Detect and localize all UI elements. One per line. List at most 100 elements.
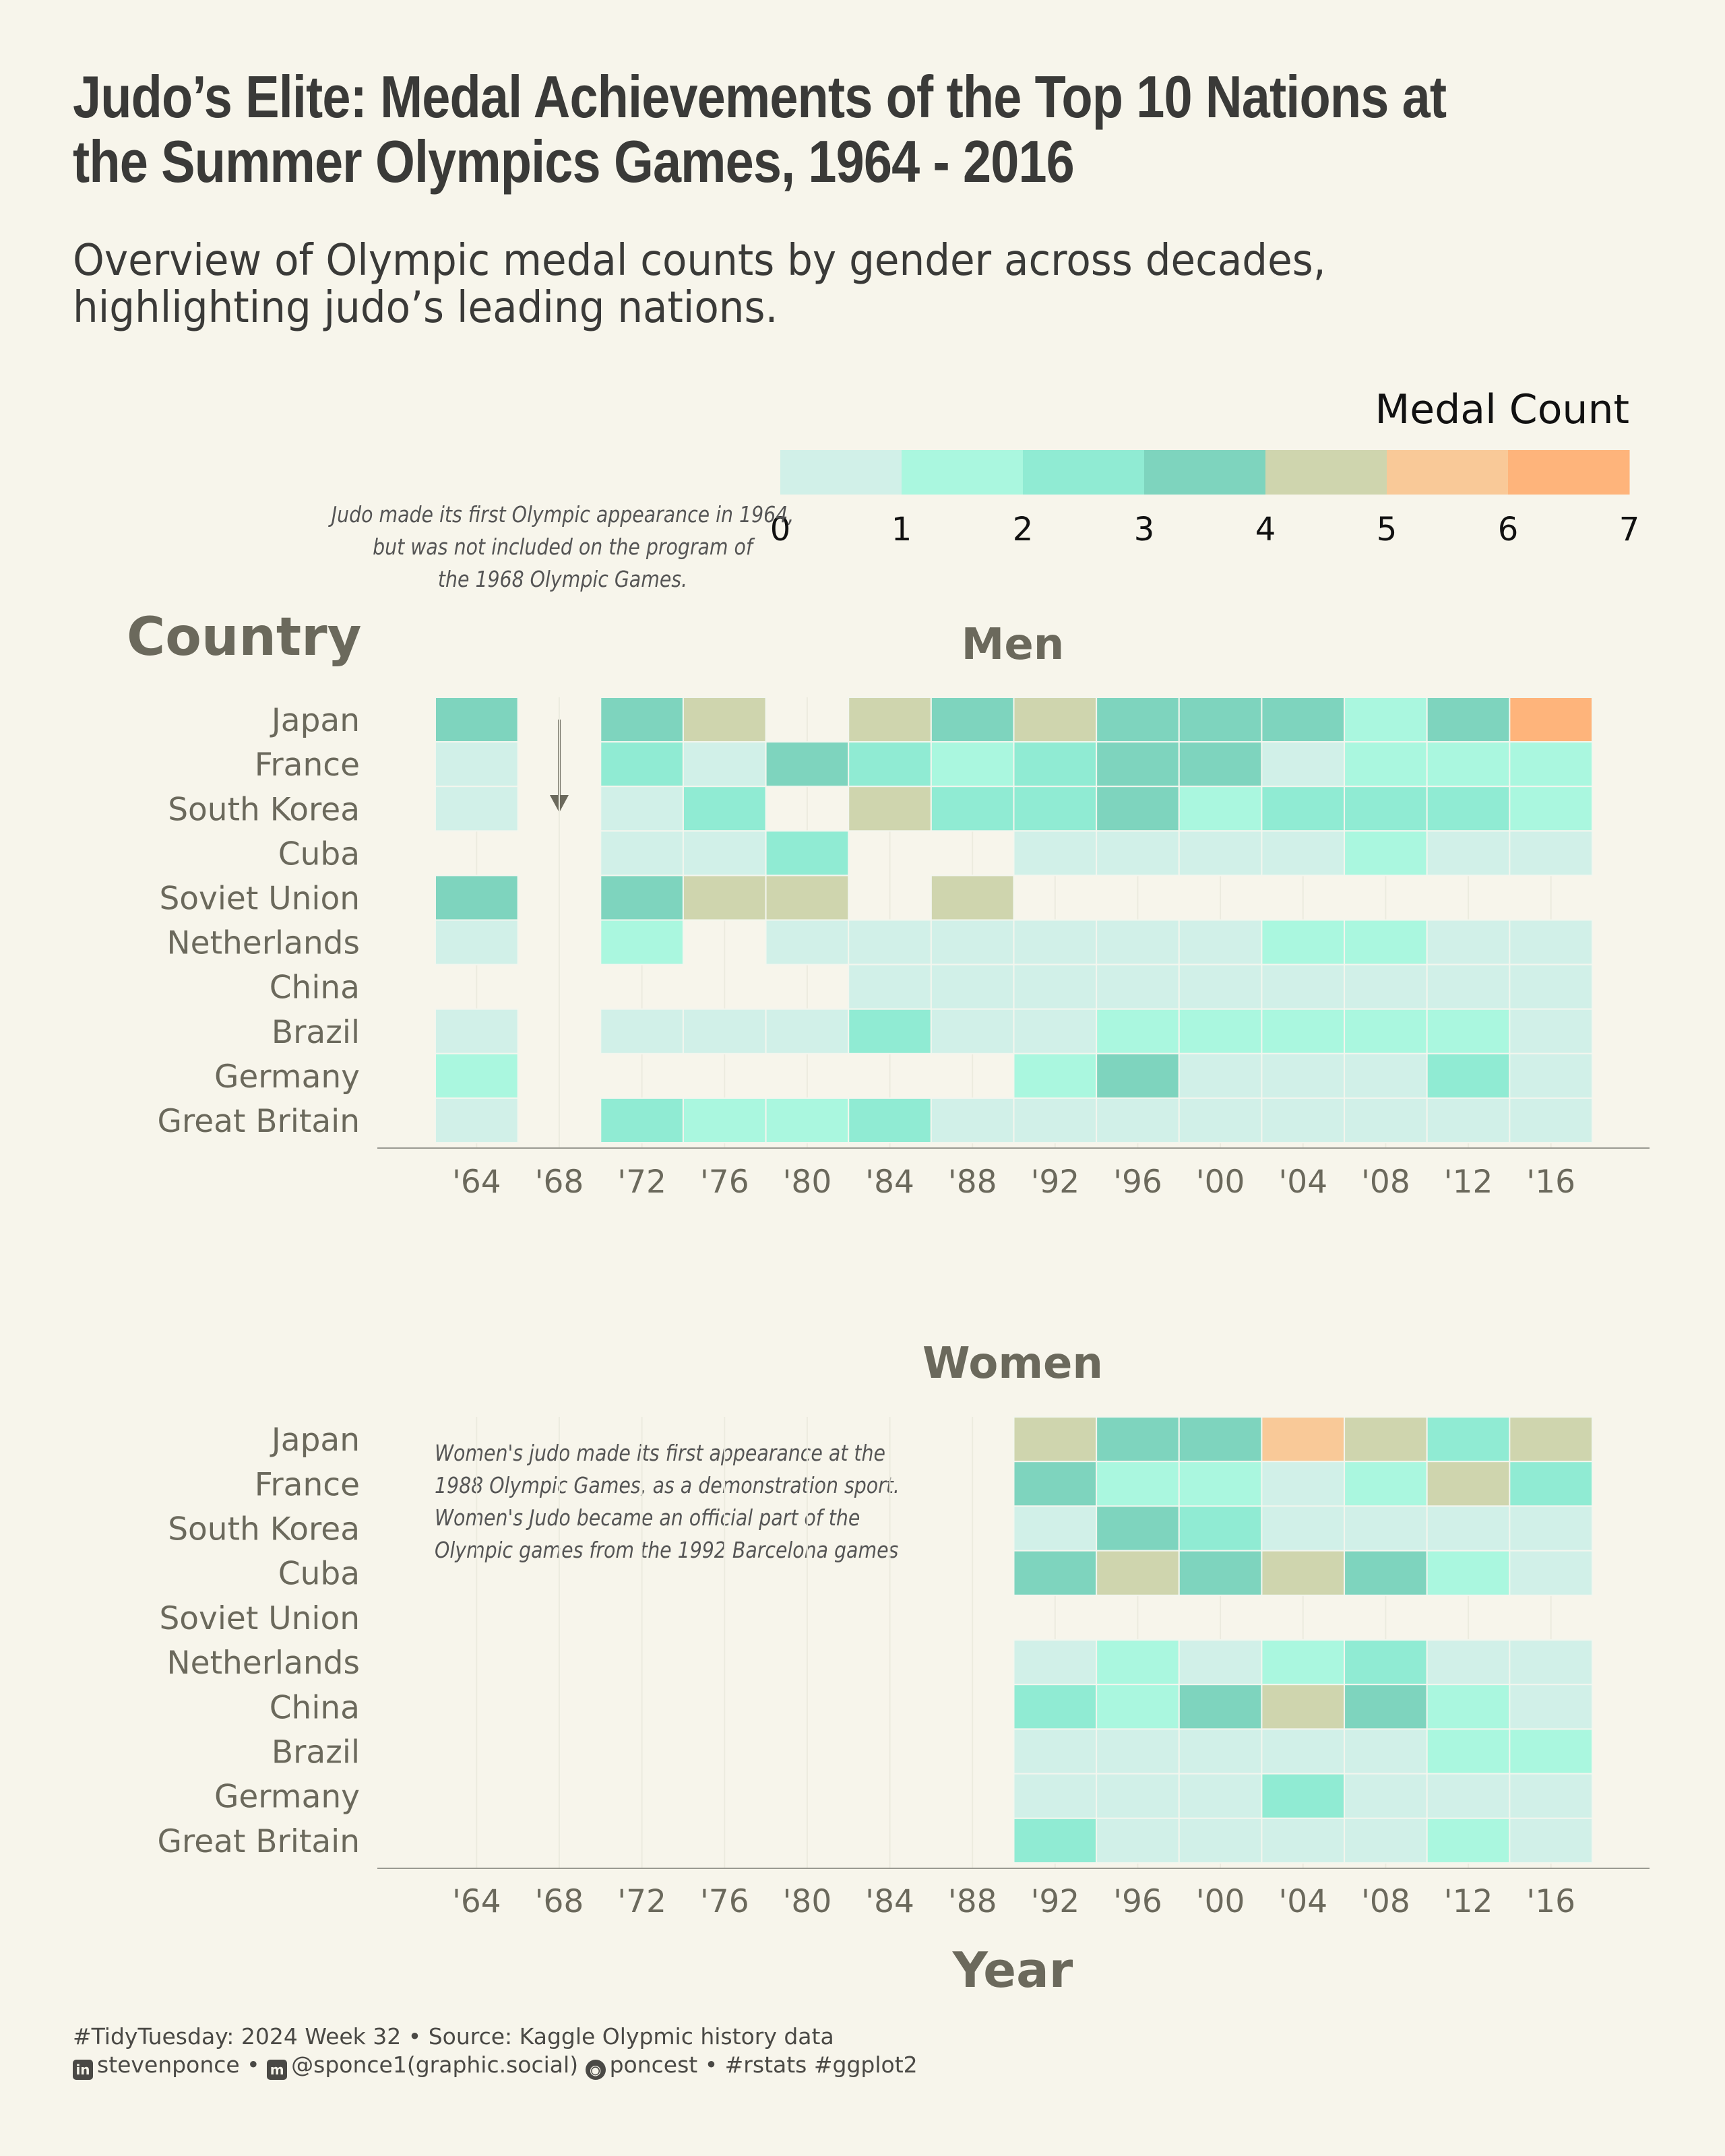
heatmap-cell [930,1097,1015,1144]
year-tick-label: '68 [535,1164,584,1201]
heatmap-cell [1344,1052,1428,1099]
year-tick-label: '64 [452,1883,501,1920]
heatmap-cell [765,830,850,877]
year-tick-label: '84 [865,1164,914,1201]
heatmap-cell [1178,1684,1263,1730]
country-label: France [255,1466,360,1503]
heatmap-cell [435,786,519,832]
medal-count-legend: Medal Count 0 1 2 3 4 5 6 7 [770,386,1640,548]
year-tick-label: '00 [1196,1164,1245,1201]
heatmap-cell [1426,1728,1511,1775]
annotation-line: 1988 Olympic Games, as a demonstration s… [435,1473,900,1499]
country-label: Cuba [278,1556,360,1593]
year-tick-label: '76 [700,1883,749,1920]
heatmap-cell [1013,697,1098,743]
heatmap-cell [1344,830,1428,877]
year-tick-label: '92 [1030,1164,1079,1201]
legend-color-0 [780,450,902,495]
heatmap-cell [1096,1550,1180,1596]
heatmap-cell [930,1008,1015,1054]
heatmap-cell [1013,1550,1098,1596]
legend-color-5 [1387,450,1509,495]
heatmap-cell [1096,919,1180,965]
year-tick-label: '88 [948,1164,997,1201]
country-label: South Korea [168,791,360,828]
panel-men: Men Japan France South Korea Cuba Soviet Unio… [158,620,1650,1201]
year-tick-label: '96 [1113,1883,1162,1920]
year-tick-label: '08 [1361,1883,1410,1920]
heatmap-cell [848,1008,932,1054]
linkedin-handle: stevenponce • [97,2052,260,2078]
heatmap-cell [1426,919,1511,965]
heatmap-cell [1013,1728,1098,1775]
annotation-line: but was not included on the program of [373,534,755,561]
heatmap-cell [600,741,684,788]
heatmap-cell [1261,741,1346,788]
legend-color-3 [1144,450,1266,495]
country-label: Japan [270,702,360,739]
heatmap-cell [1509,1639,1594,1686]
country-label: Soviet Union [159,1600,360,1637]
heatmap-cell [848,919,932,965]
heatmap-cell [1426,1550,1511,1596]
heatmap-cell [1013,786,1098,832]
year-tick-label: '16 [1526,1164,1575,1201]
year-tick-label: '12 [1444,1164,1493,1201]
heatmap-cell [1013,963,1098,1010]
heatmap-cell [682,1008,767,1054]
heatmap-cell [600,786,684,832]
country-label: France [255,747,360,784]
heatmap-cell [1426,963,1511,1010]
heatmap-cell [1426,1505,1511,1552]
heatmap-cell [1261,830,1346,877]
heatmap-cell [1509,919,1594,965]
heatmap-cell [1261,697,1346,743]
legend-tick-label: 6 [1498,511,1519,548]
heatmap-cell [1261,1052,1346,1099]
heatmap-cell [1096,1505,1180,1552]
heatmap-cell [1096,1461,1180,1507]
heatmap-cell [435,1052,519,1099]
heatmap-cell [1426,1052,1511,1099]
annotation-line: Judo made its first Olympic appearance i… [327,502,794,528]
heatmap-cell [765,1008,850,1054]
heatmap-cell [1178,1728,1263,1775]
heatmap-cell [1426,1639,1511,1686]
heatmap-cell [1096,1416,1180,1463]
heatmap-cell [1509,786,1594,832]
heatmap-cell [1509,697,1594,743]
heatmap-cell [1426,786,1511,832]
heatmap-cell [1013,1008,1098,1054]
country-label: Germany [214,1058,360,1096]
heatmap-cell [1426,1097,1511,1144]
heatmap-cell [1261,1416,1346,1463]
year-tick-label: '12 [1444,1883,1493,1920]
github-handle: poncest • #rstats #ggplot2 [609,2052,918,2078]
heatmap-cell [1013,1773,1098,1819]
panel-title: Women [922,1339,1103,1389]
country-label: China [270,1689,360,1726]
heatmap-cell [1261,1817,1346,1864]
heatmap-cell [1261,1684,1346,1730]
heatmap-cell [1013,1416,1098,1463]
heatmap-cell [1178,1416,1263,1463]
panel-women: Women Japan France South Korea Cuba Soviet Un… [158,1339,1650,1920]
heatmap-cell [1096,1052,1180,1099]
heatmap-cell [1509,1097,1594,1144]
legend-color-1 [902,450,1024,495]
heatmap-cell [1178,1097,1263,1144]
caption: #TidyTuesday: 2024 Week 32 • Source: Kag… [73,2023,918,2080]
heatmap-cell [1344,1505,1428,1552]
legend-tick-label: 1 [891,511,912,548]
year-tick-label: '92 [1030,1883,1079,1920]
heatmap-cell [1426,697,1511,743]
heatmap-cell [765,919,850,965]
heatmap-cell [1096,1097,1180,1144]
heatmap-cell [1013,830,1098,877]
heatmap-cell [1509,1008,1594,1054]
heatmap-cell [930,741,1015,788]
heatmap-cell [1426,741,1511,788]
heatmap-cell [1013,1639,1098,1686]
men-annotation: Judo made its first Olympic appearance i… [327,502,794,813]
country-label: China [270,970,360,1007]
